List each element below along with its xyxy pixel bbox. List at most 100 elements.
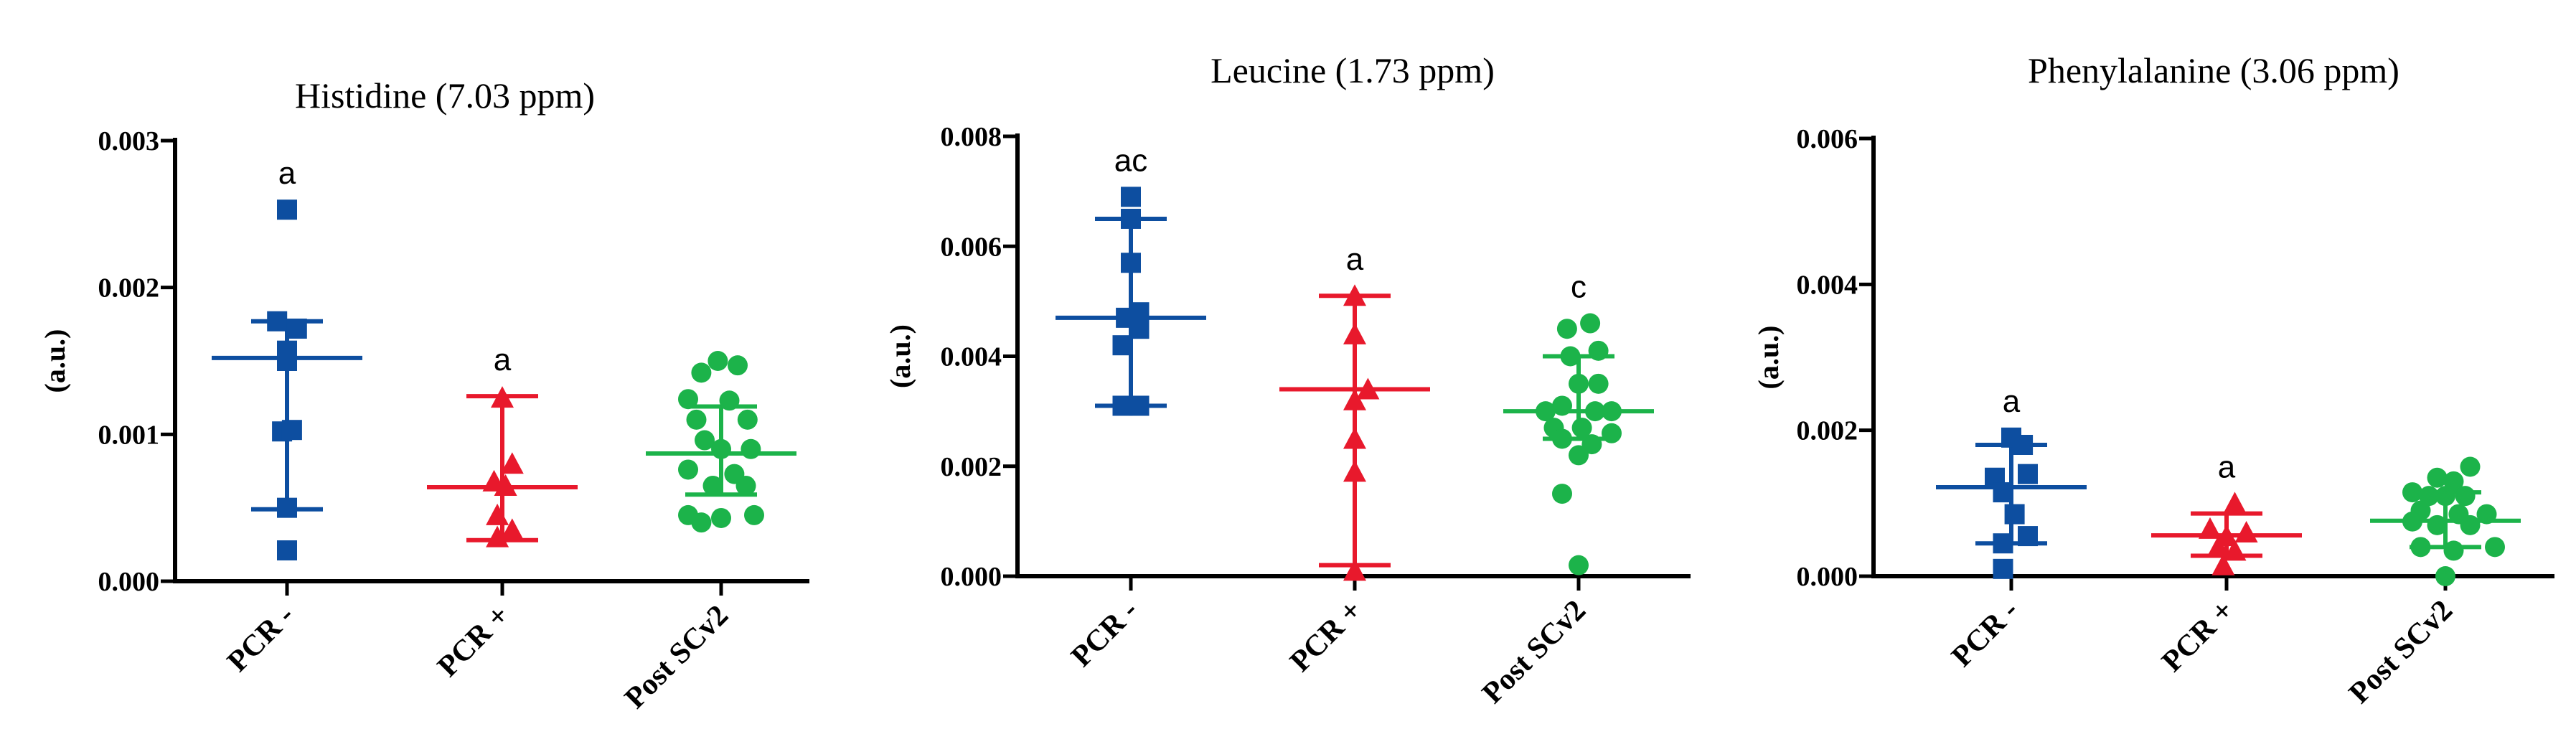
data-point-triangle — [500, 452, 524, 474]
data-point-circle — [2455, 486, 2476, 507]
y-axis-label: (a.u.) — [39, 329, 71, 393]
histidine-panel: Histidine (7.03 ppm) (a.u.) 0.000 0.001 0.00… — [39, 75, 809, 715]
data-point-triangle — [2199, 517, 2222, 539]
data-point-circle — [678, 389, 698, 410]
data-point-square — [281, 420, 302, 441]
data-point-square — [1993, 482, 2013, 503]
data-point-triangle — [486, 503, 509, 525]
data-point-circle — [1536, 401, 1556, 422]
data-point-triangle — [500, 518, 524, 540]
group-square-series: a — [212, 156, 362, 561]
x-tick-label: PCR - — [221, 599, 301, 679]
y-tick-label: 0.002 — [1797, 416, 1858, 446]
data-point-circle — [1571, 418, 1592, 438]
data-point-triangle — [1343, 322, 1366, 344]
data-point-circle — [2443, 540, 2464, 561]
data-point-triangle — [2211, 553, 2235, 575]
data-point-circle — [2435, 486, 2455, 507]
data-point-circle — [695, 430, 715, 451]
data-point-triangle — [2223, 539, 2247, 561]
data-point-circle — [1602, 423, 1622, 443]
y-tick-label: 0.006 — [1797, 124, 1858, 154]
data-point-square — [2013, 435, 2034, 455]
data-point-circle — [744, 504, 764, 525]
y-tick-label: 0.004 — [1797, 270, 1858, 300]
x-tick-label: PCR - — [1065, 594, 1144, 674]
x-tick-label: Post SCv2 — [619, 599, 735, 715]
data-point-square — [1993, 558, 2013, 579]
significance-label: a — [494, 342, 512, 377]
data-point-circle — [741, 438, 761, 459]
data-point-circle — [2427, 467, 2448, 488]
significance-label: c — [1571, 270, 1587, 305]
data-point-circle — [2419, 486, 2439, 507]
significance-label: a — [2003, 384, 2021, 419]
group-circle-series: c — [1503, 270, 1654, 575]
data-point-circle — [711, 507, 731, 528]
data-point-triangle — [2206, 535, 2230, 558]
x-tick-label: Post SCv2 — [1476, 594, 1592, 710]
data-point-square — [1121, 253, 1141, 273]
data-point-circle — [1580, 313, 1601, 334]
data-point-square — [277, 497, 297, 518]
data-point-circle — [2402, 482, 2422, 503]
y-tick-label: 0.001 — [98, 420, 160, 450]
data-point-square — [1112, 335, 1133, 356]
chart-title: Phenylalanine (3.06 ppm) — [2028, 50, 2399, 90]
y-tick-label: 0.000 — [98, 567, 160, 597]
data-point-circle — [2485, 537, 2505, 558]
y-tick-label: 0.003 — [98, 126, 160, 156]
data-point-circle — [708, 351, 728, 371]
data-point-square — [1121, 187, 1141, 207]
data-point-square — [1121, 208, 1141, 229]
data-point-circle — [1569, 555, 1589, 575]
y-axis-label: (a.u.) — [1752, 326, 1785, 390]
data-point-circle — [1588, 340, 1609, 361]
data-point-square — [277, 199, 297, 220]
group-circle-series — [646, 351, 796, 533]
group-triangle-series: a — [427, 342, 578, 547]
x-tick-label: PCR - — [1945, 594, 2025, 674]
data-point-square — [286, 318, 307, 339]
data-point-square — [1129, 395, 1150, 416]
chart-title: Leucine (1.73 ppm) — [1211, 50, 1495, 90]
data-point-square — [2018, 526, 2038, 547]
x-tick-label: Post SCv2 — [2343, 594, 2459, 710]
significance-label: a — [1346, 242, 1364, 277]
data-point-square — [267, 311, 288, 332]
data-point-circle — [1585, 401, 1605, 422]
data-point-circle — [2460, 456, 2481, 477]
group-triangle-series: a — [1279, 242, 1430, 581]
significance-label: a — [2218, 449, 2236, 484]
data-point-circle — [1552, 484, 1572, 504]
y-tick-label: 0.000 — [941, 562, 1002, 592]
data-point-square — [277, 540, 297, 561]
data-point-triangle — [486, 525, 509, 547]
data-point-circle — [2402, 511, 2422, 532]
x-tick-label: PCR + — [431, 599, 516, 684]
data-point-circle — [1552, 395, 1572, 416]
data-point-circle — [2410, 537, 2431, 558]
data-point-triangle — [494, 474, 517, 496]
data-point-circle — [1569, 373, 1589, 394]
data-point-circle — [1556, 319, 1577, 339]
data-point-triangle — [2234, 521, 2258, 542]
phenylalanine-panel: Phenylalanine (3.06 ppm) (a.u.) 0.000 0.002… — [1752, 50, 2554, 710]
data-point-circle — [691, 512, 712, 533]
data-point-circle — [1552, 428, 1572, 449]
y-tick-label: 0.002 — [941, 452, 1002, 482]
data-point-square — [2018, 464, 2038, 484]
data-point-triangle — [1343, 460, 1366, 482]
y-tick-label: 0.002 — [98, 273, 160, 304]
data-point-circle — [728, 355, 748, 376]
y-tick-label: 0.006 — [941, 232, 1002, 262]
x-tick-label: PCR + — [1284, 594, 1368, 679]
data-point-circle — [1569, 445, 1589, 466]
data-point-square — [277, 351, 297, 371]
data-point-triangle — [491, 386, 514, 408]
data-point-triangle — [1343, 284, 1366, 306]
data-point-circle — [737, 409, 758, 430]
data-point-circle — [735, 475, 756, 496]
data-point-circle — [1581, 434, 1602, 455]
group-square-series: ac — [1056, 143, 1206, 416]
